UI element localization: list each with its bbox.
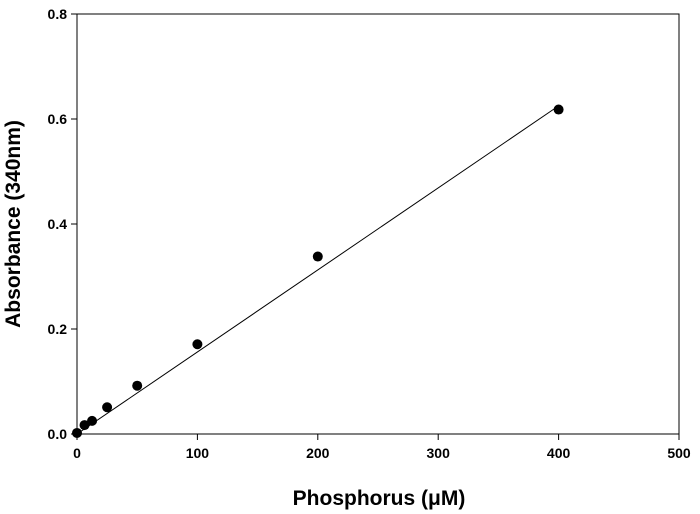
data-point bbox=[72, 427, 82, 438]
data-point bbox=[192, 339, 203, 350]
y-tick-label: 0.4 bbox=[48, 216, 68, 232]
y-tick-label: 0.2 bbox=[48, 321, 68, 337]
x-tick-label: 300 bbox=[427, 445, 451, 461]
plot-area-frame bbox=[76, 13, 680, 435]
data-point bbox=[132, 380, 143, 391]
x-tick-label: 400 bbox=[547, 445, 571, 461]
data-point bbox=[553, 104, 564, 115]
x-tick-label: 200 bbox=[306, 445, 330, 461]
y-axis-title: Absorbance (340nm) bbox=[2, 120, 25, 328]
x-tick-label: 100 bbox=[186, 445, 210, 461]
data-point bbox=[79, 420, 90, 431]
x-tick-label: 500 bbox=[667, 445, 691, 461]
x-axis-title: Phosphorus (μM) bbox=[293, 487, 466, 510]
y-tick-label: 0.0 bbox=[48, 426, 68, 442]
y-tick-label: 0.6 bbox=[48, 111, 68, 127]
data-point bbox=[102, 402, 113, 413]
y-tick-label: 0.8 bbox=[48, 6, 68, 22]
data-point bbox=[312, 251, 323, 262]
data-point bbox=[87, 415, 98, 426]
x-tick-label: 0 bbox=[73, 445, 81, 461]
regression-line bbox=[76, 105, 559, 435]
